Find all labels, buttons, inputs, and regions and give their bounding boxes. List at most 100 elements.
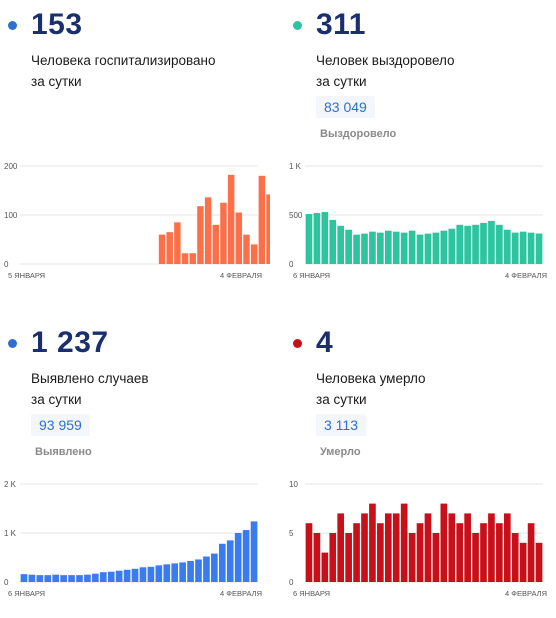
bar bbox=[472, 224, 479, 264]
bar bbox=[20, 574, 28, 582]
bar bbox=[226, 540, 234, 582]
description-line-2: за сутки bbox=[31, 74, 82, 89]
dot-icon bbox=[293, 338, 302, 348]
total-value: 83 049 bbox=[316, 96, 375, 118]
y-tick-label: 10 bbox=[289, 480, 298, 489]
x-start-label: 5 ЯНВАРЯ bbox=[8, 271, 45, 280]
bar bbox=[211, 553, 218, 582]
daily-number: 153 bbox=[31, 8, 83, 41]
bar bbox=[464, 513, 471, 582]
bar bbox=[321, 552, 329, 582]
bar bbox=[519, 542, 527, 582]
bar bbox=[448, 228, 456, 264]
bar bbox=[432, 533, 440, 582]
bar bbox=[519, 231, 527, 264]
bar bbox=[377, 523, 384, 582]
bar bbox=[212, 224, 219, 264]
y-tick-label: 5 bbox=[289, 529, 294, 538]
headline: 311 bbox=[293, 6, 366, 44]
x-end-label: 4 ФЕВРАЛЯ bbox=[505, 589, 547, 598]
bar bbox=[496, 224, 503, 264]
chart: 2 K 1 K 0 6 ЯНВАРЯ 4 ФЕВРАЛЯ bbox=[4, 480, 262, 598]
bar bbox=[448, 513, 456, 582]
bar bbox=[440, 503, 448, 582]
chart: 10 5 0 6 ЯНВАРЯ 4 ФЕВРАЛЯ bbox=[289, 480, 547, 598]
bar bbox=[464, 225, 471, 264]
bar bbox=[369, 503, 376, 582]
y-tick-label: 0 bbox=[289, 260, 294, 269]
bar bbox=[92, 573, 99, 582]
chart: 200 100 0 5 ЯНВАРЯ 4 ФЕВРАЛЯ bbox=[4, 162, 270, 280]
description-line-1: Человека госпитализировано bbox=[31, 53, 216, 68]
bar bbox=[535, 233, 543, 264]
y-tick-label: 500 bbox=[289, 211, 303, 220]
description-line-2: за сутки bbox=[31, 392, 82, 407]
total-value: 3 113 bbox=[316, 414, 366, 436]
x-start-label: 6 ЯНВАРЯ bbox=[293, 271, 330, 280]
bar bbox=[158, 234, 166, 264]
panel-deaths: 4 Человека умерло за сутки 3 113 Умерло … bbox=[285, 318, 555, 618]
daily-number: 1 237 bbox=[31, 326, 109, 359]
total-value: 93 959 bbox=[31, 414, 90, 436]
bar bbox=[155, 565, 163, 582]
bar bbox=[174, 222, 181, 264]
bar bbox=[227, 174, 235, 264]
bar bbox=[123, 569, 131, 582]
bar bbox=[329, 219, 337, 264]
bar bbox=[250, 521, 258, 582]
bar bbox=[353, 234, 360, 264]
bar bbox=[456, 224, 464, 264]
bar bbox=[432, 232, 440, 264]
bar bbox=[408, 533, 416, 582]
bar bbox=[84, 574, 91, 582]
y-tick-label: 1 K bbox=[4, 529, 17, 538]
y-tick-label: 2 K bbox=[4, 480, 17, 489]
bar bbox=[416, 234, 424, 264]
chart: 1 K 500 0 6 ЯНВАРЯ 4 ФЕВРАЛЯ bbox=[289, 162, 547, 280]
bar bbox=[36, 575, 44, 582]
bar bbox=[345, 533, 352, 582]
bar bbox=[511, 533, 519, 582]
bar bbox=[361, 233, 368, 264]
headline: 4 bbox=[293, 324, 333, 362]
panel-recovered: 311 Человек выздоровело за сутки 83 049 … bbox=[285, 0, 555, 300]
dot-icon bbox=[293, 20, 302, 30]
bar bbox=[488, 220, 495, 264]
bar bbox=[377, 232, 384, 264]
bar bbox=[527, 232, 535, 264]
bar bbox=[243, 234, 250, 264]
x-end-label: 4 ФЕВРАЛЯ bbox=[220, 271, 262, 280]
description-line-2: за сутки bbox=[316, 74, 367, 89]
description: Человека госпитализировано за сутки bbox=[31, 50, 216, 92]
bar bbox=[503, 513, 511, 582]
bar bbox=[527, 523, 535, 582]
description-line-1: Выявлено случаев bbox=[31, 371, 149, 386]
bar bbox=[392, 231, 400, 264]
y-tick-label: 1 K bbox=[289, 162, 302, 171]
x-end-label: 4 ФЕВРАЛЯ bbox=[505, 271, 547, 280]
bar bbox=[305, 523, 313, 582]
bar bbox=[60, 575, 67, 582]
bar bbox=[139, 567, 147, 582]
bar bbox=[52, 574, 60, 582]
bar bbox=[115, 570, 123, 582]
bar bbox=[189, 253, 196, 264]
bar bbox=[235, 212, 243, 264]
panel-cases: 1 237 Выявлено случаев за сутки 93 959 В… bbox=[0, 318, 270, 618]
bar bbox=[329, 533, 337, 582]
bar bbox=[361, 513, 368, 582]
description: Выявлено случаев за сутки bbox=[31, 368, 149, 410]
bar bbox=[313, 213, 321, 264]
y-tick-label: 0 bbox=[4, 578, 9, 587]
bar bbox=[195, 559, 202, 582]
description-line-2: за сутки bbox=[316, 392, 367, 407]
bar bbox=[424, 513, 432, 582]
dot-icon bbox=[8, 20, 17, 30]
bar bbox=[179, 562, 186, 582]
bar bbox=[204, 197, 212, 264]
y-tick-label: 100 bbox=[4, 211, 18, 220]
bar bbox=[511, 232, 519, 264]
bar bbox=[424, 233, 432, 264]
bar bbox=[166, 232, 173, 264]
x-start-label: 6 ЯНВАРЯ bbox=[8, 589, 45, 598]
